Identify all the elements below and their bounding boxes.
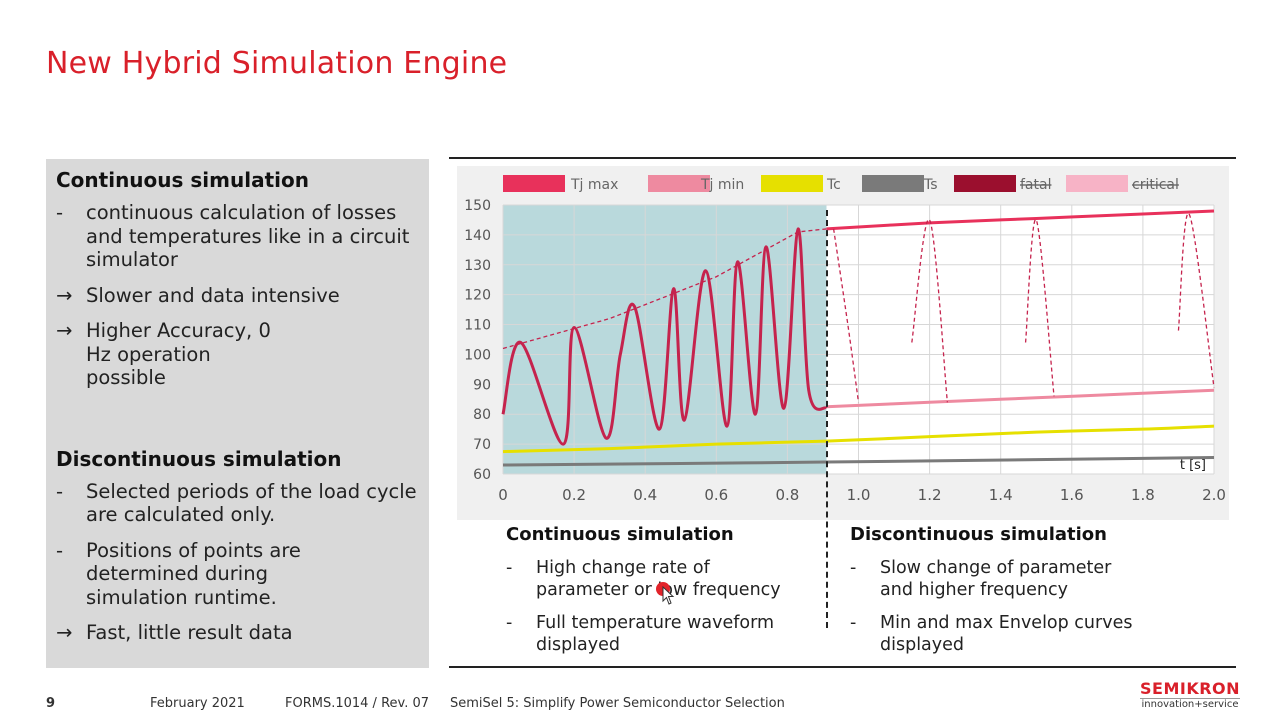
list-item: - Min and max Envelop curves displayed xyxy=(850,612,1190,656)
continuous-summary: Continuous simulation - High change rate… xyxy=(506,523,846,667)
y-tick-label: 150 xyxy=(464,198,491,214)
list-item: → Higher Accuracy, 0 Hz operation possib… xyxy=(56,319,419,390)
bullet-mark: - xyxy=(506,558,513,578)
list-item: - Positions of points are determined dur… xyxy=(56,539,419,610)
legend-swatch xyxy=(954,175,1016,192)
legend-swatch xyxy=(862,175,924,192)
legend-label: Tj max xyxy=(570,177,618,193)
bullet-text: Slow change of parameter and higher freq… xyxy=(880,558,1112,600)
bullet-mark: - xyxy=(56,538,64,562)
mouse-cursor-icon xyxy=(662,586,675,605)
footer-product: SemiSel 5: Simplify Power Semiconductor … xyxy=(450,696,785,711)
series-tj-min xyxy=(826,388,1215,409)
bullet-mark: - xyxy=(506,613,513,633)
bullet-text: continuous calculation of losses and tem… xyxy=(86,201,410,271)
x-tick-label: 1.6 xyxy=(1060,486,1084,504)
legend-label: Ts xyxy=(923,177,938,193)
left-info-panel: Continuous simulation - continuous calcu… xyxy=(46,159,429,668)
y-tick-label: 90 xyxy=(473,377,491,393)
list-item: - continuous calculation of losses and t… xyxy=(56,201,419,272)
bullet-text: Higher Accuracy, 0 Hz operation possible xyxy=(86,319,271,389)
x-tick-label: 1.4 xyxy=(989,486,1013,504)
legend-label: fatal xyxy=(1020,177,1051,193)
continuous-summary-heading: Continuous simulation xyxy=(506,524,734,545)
legend-swatch xyxy=(503,175,565,192)
legend-swatch xyxy=(648,175,710,192)
x-tick-label: 0.4 xyxy=(633,486,657,504)
page-number: 9 xyxy=(46,696,56,711)
discontinuous-heading: Discontinuous simulation xyxy=(56,446,342,471)
bullet-mark: - xyxy=(56,479,64,503)
y-tick-label: 140 xyxy=(464,228,491,244)
bullet-mark: - xyxy=(850,613,857,633)
discontinuous-summary-heading: Discontinuous simulation xyxy=(850,524,1107,545)
y-tick-label: 70 xyxy=(473,437,491,453)
x-tick-label: 0.2 xyxy=(562,486,586,504)
y-tick-label: 110 xyxy=(464,318,491,334)
y-tick-label: 120 xyxy=(464,288,491,304)
series-tj-waveform xyxy=(501,227,828,446)
list-item: - Slow change of parameter and higher fr… xyxy=(850,557,1190,601)
slide-title: New Hybrid Simulation Engine xyxy=(46,46,508,81)
discontinuous-peak xyxy=(1177,213,1215,388)
bottom-rule xyxy=(449,666,1236,668)
legend-label: critical xyxy=(1132,177,1179,193)
y-tick-label: 100 xyxy=(464,347,491,363)
legend-swatch xyxy=(1066,175,1128,192)
footer-date: February 2021 xyxy=(150,696,245,711)
list-item: - High change rate of parameter or low f… xyxy=(506,557,846,601)
list-item: - Selected periods of the load cycle are… xyxy=(56,480,419,527)
list-item: → Fast, little result data xyxy=(56,621,419,645)
y-tick-label: 130 xyxy=(464,258,491,274)
discontinuous-summary: Discontinuous simulation - Slow change o… xyxy=(850,523,1190,667)
continuous-region xyxy=(503,205,827,474)
arrow-icon: → xyxy=(56,621,73,644)
legend-label: Tj min xyxy=(700,177,744,193)
logo-tagline: innovation+service xyxy=(1140,698,1240,710)
list-item: - Full temperature waveform displayed xyxy=(506,612,846,656)
y-tick-label: 60 xyxy=(473,467,491,483)
bullet-text: Fast, little result data xyxy=(86,621,293,644)
series-tj-max xyxy=(826,209,1215,231)
top-rule xyxy=(449,157,1236,159)
region-divider xyxy=(826,210,828,628)
logo-name: SEMIKRON xyxy=(1140,679,1241,698)
x-tick-label: 2.0 xyxy=(1202,486,1226,504)
continuous-heading: Continuous simulation xyxy=(56,168,309,192)
bullet-text: Min and max Envelop curves displayed xyxy=(880,613,1133,655)
x-axis-label: t [s] xyxy=(1180,458,1206,473)
x-tick-label: 0.8 xyxy=(775,486,799,504)
bullet-text: Slower and data intensive xyxy=(86,283,340,307)
arrow-icon: → xyxy=(56,319,73,342)
bullet-text: Full temperature waveform displayed xyxy=(536,613,775,655)
x-tick-label: 0.6 xyxy=(704,486,728,504)
x-tick-label: 1.2 xyxy=(918,486,942,504)
chart-svg: 60 70 80 90 100 110 120 130 140 150 0 0.2 0.4 0.6 0.8 1… xyxy=(464,175,1226,504)
discontinuous-peak xyxy=(832,228,860,403)
discontinuous-peak xyxy=(1024,219,1055,397)
bullet-mark: - xyxy=(56,201,64,224)
bullet-mark: - xyxy=(850,558,857,578)
y-tick-label: 80 xyxy=(473,407,491,423)
semikron-logo: SEMIKRON innovation+service xyxy=(1140,680,1240,710)
legend-swatch xyxy=(761,175,823,192)
temperature-chart: 60 70 80 90 100 110 120 130 140 150 0 0.2 0.4 0.6 0.8 1… xyxy=(457,166,1229,520)
x-tick-label: 1.8 xyxy=(1131,486,1155,504)
x-tick-label: 1.0 xyxy=(847,486,871,504)
arrow-icon: → xyxy=(56,283,73,307)
series-upper-envelope xyxy=(502,228,827,350)
series-tc xyxy=(502,424,1215,454)
footer-form: FORMS.1014 / Rev. 07 xyxy=(285,696,430,711)
bullet-text: Selected periods of the load cycle are c… xyxy=(86,479,417,527)
bullet-text: Positions of points are determined durin… xyxy=(86,538,301,609)
list-item: → Slower and data intensive xyxy=(56,284,419,308)
legend-label: Tc xyxy=(826,177,841,193)
x-tick-label: 0 xyxy=(498,486,508,504)
